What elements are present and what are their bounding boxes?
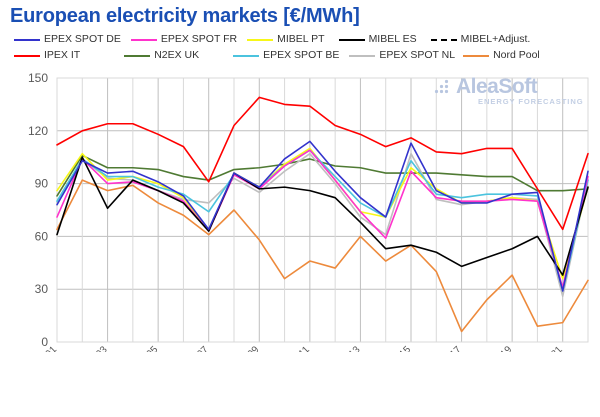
legend-label-epex-spot-nl: EPEX SPOT NL bbox=[379, 49, 456, 61]
series-line-mibel-es bbox=[56, 156, 589, 276]
legend-item-mibel-es[interactable]: MIBEL ES bbox=[338, 33, 417, 45]
x-axis-tick-label: 2023-05-03 bbox=[66, 344, 110, 352]
series-line-n2ex-uk bbox=[56, 154, 589, 197]
y-axis-tick-label: 30 bbox=[35, 282, 49, 296]
y-axis-tick-label: 150 bbox=[28, 71, 48, 85]
y-axis-tick-label: 90 bbox=[35, 177, 49, 191]
legend-label-epex-spot-fr: EPEX SPOT FR bbox=[160, 33, 238, 45]
legend-label-epex-spot-be: EPEX SPOT BE bbox=[263, 49, 340, 61]
legend-swatch-epex-spot-de bbox=[14, 38, 40, 41]
legend-swatch-n2ex-uk bbox=[124, 54, 151, 57]
legend-swatch-nord-pool bbox=[463, 54, 490, 57]
legend-swatch-epex-spot-be bbox=[233, 54, 260, 57]
plot-border bbox=[56, 77, 589, 343]
gridlines bbox=[56, 77, 589, 343]
series-line-nord-pool bbox=[56, 179, 589, 333]
series-line-epex-spot-de bbox=[56, 140, 589, 292]
legend-item-epex-spot-de[interactable]: EPEX SPOT DE bbox=[14, 34, 121, 45]
series-line-epex-spot-fr bbox=[56, 149, 589, 289]
legend-item-mibel-adjust[interactable]: MIBEL+Adjust. bbox=[430, 33, 531, 45]
legend-swatch-epex-spot-nl bbox=[349, 54, 376, 57]
series-line-ipex-it bbox=[56, 96, 589, 231]
x-axis-ticks: 2023-05-01 2023-05-03 2023-05-05 2023-05-07… bbox=[15, 344, 565, 352]
x-axis-tick-label: 2023-05-11 bbox=[269, 344, 313, 352]
legend-label-mibel-adjust: MIBEL+Adjust. bbox=[460, 33, 531, 45]
y-axis-tick-label: 60 bbox=[35, 229, 49, 243]
x-axis-tick-label: 2023-05-13 bbox=[319, 344, 363, 352]
legend-swatch-ipex-it bbox=[14, 54, 40, 57]
y-axis-ticks: 0 30 60 90 120 150 bbox=[28, 71, 48, 349]
legend-label-ipex-it: IPEX IT bbox=[44, 49, 81, 61]
x-axis-tick-label: 2023-05-01 bbox=[15, 344, 59, 352]
legend-swatch-mibel-pt bbox=[247, 38, 274, 41]
chart-legend: EPEX SPOT DE EPEX SPOT FR MIBEL PT MIBEL… bbox=[14, 32, 600, 62]
legend-item-epex-spot-fr[interactable]: EPEX SPOT FR bbox=[130, 33, 238, 45]
legend-label-mibel-es: MIBEL ES bbox=[368, 33, 417, 45]
legend-item-epex-spot-be[interactable]: EPEX SPOT BE bbox=[233, 50, 339, 61]
legend-item-nord-pool[interactable]: Nord Pool bbox=[463, 50, 540, 61]
series-line-epex-spot-nl bbox=[56, 152, 589, 298]
x-axis-tick-label: 2023-05-19 bbox=[470, 344, 514, 352]
x-axis-tick-label: 2023-05-21 bbox=[521, 344, 565, 352]
legend-label-mibel-pt: MIBEL PT bbox=[277, 33, 325, 45]
legend-item-n2ex-uk[interactable]: N2EX UK bbox=[124, 50, 199, 61]
y-axis-tick-label: 120 bbox=[28, 124, 48, 138]
legend-label-nord-pool: Nord Pool bbox=[493, 49, 540, 61]
series-line-epex-spot-be bbox=[56, 149, 589, 292]
x-axis-tick-label: 2023-05-17 bbox=[420, 344, 464, 352]
x-axis-tick-label: 2023-05-15 bbox=[369, 344, 413, 352]
legend-item-mibel-pt[interactable]: MIBEL PT bbox=[247, 33, 325, 45]
x-axis-tick-label: 2023-05-09 bbox=[217, 344, 261, 352]
legend-swatch-mibel-es bbox=[338, 38, 365, 41]
legend-item-epex-spot-nl[interactable]: EPEX SPOT NL bbox=[349, 50, 455, 61]
legend-swatch-epex-spot-fr bbox=[130, 38, 157, 41]
y-axis-tick-label: 0 bbox=[41, 335, 48, 349]
legend-swatch-mibel-adjust bbox=[430, 38, 457, 41]
legend-row-1: IPEX IT N2EX UK EPEX SPOT BE EPEX SPOT N… bbox=[14, 48, 540, 63]
legend-label-n2ex-uk: N2EX UK bbox=[154, 49, 200, 61]
chart-title: European electricity markets [€/MWh] bbox=[10, 5, 360, 27]
legend-row-0: EPEX SPOT DE EPEX SPOT FR MIBEL PT MIBEL… bbox=[14, 32, 530, 47]
legend-item-ipex-it[interactable]: IPEX IT bbox=[14, 50, 80, 61]
x-axis-tick-label: 2023-05-05 bbox=[116, 344, 160, 352]
series-lines bbox=[56, 96, 589, 333]
x-axis-tick-label: 2023-05-07 bbox=[167, 344, 211, 352]
legend-label-epex-spot-de: EPEX SPOT DE bbox=[44, 33, 121, 45]
